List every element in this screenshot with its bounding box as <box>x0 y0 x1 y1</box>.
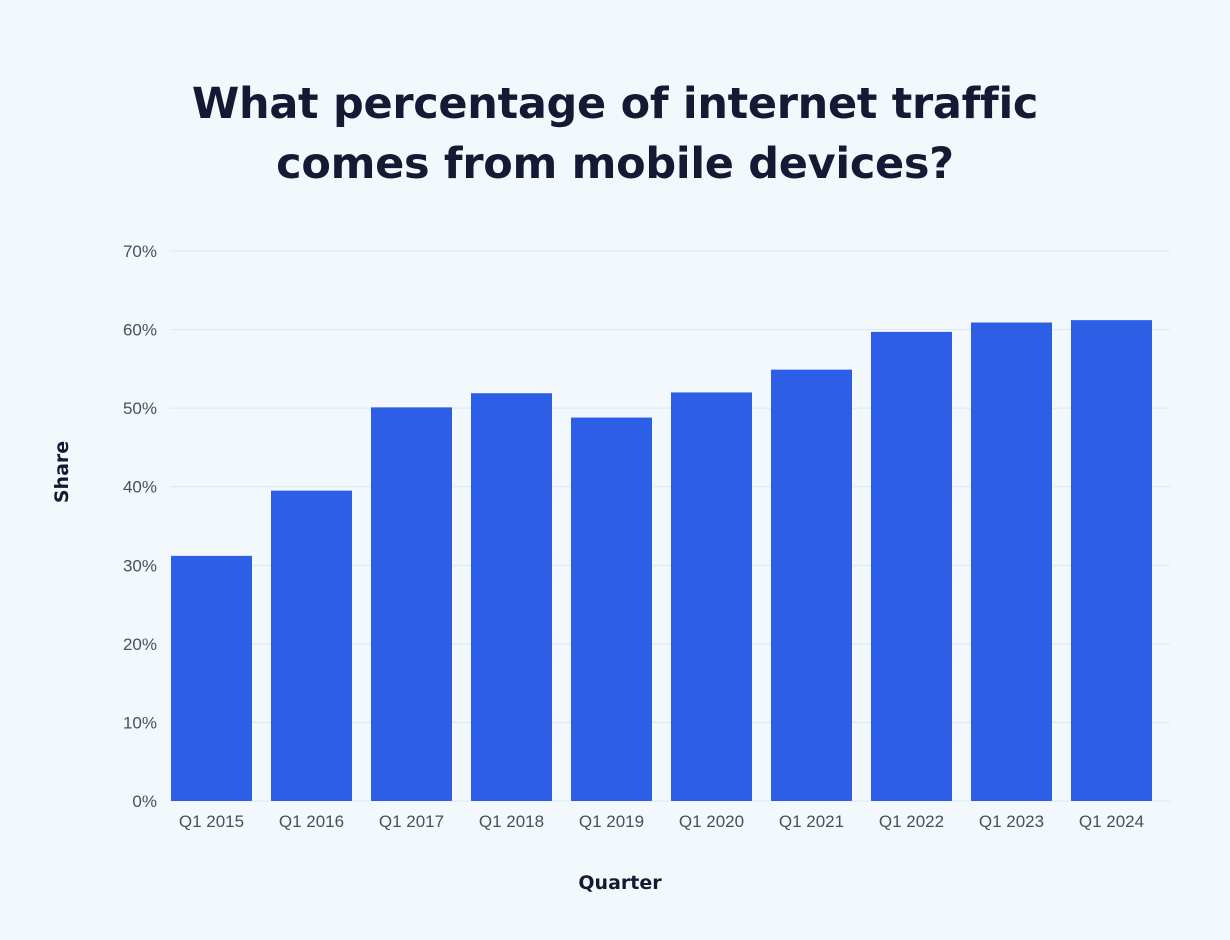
chart-title-line-1: What percentage of internet traffic <box>191 79 1039 129</box>
y-tick-label: 50% <box>123 399 157 418</box>
y-axis-ticks: 0% 10% 20% 30% 40% 50% 60% 70% <box>123 242 157 811</box>
x-tick-label: Q1 2020 <box>679 812 744 831</box>
x-axis-title: Quarter <box>578 872 662 894</box>
bar <box>1071 320 1152 801</box>
x-tick-label: Q1 2021 <box>779 812 844 831</box>
chart-title: What percentage of internet traffic come… <box>0 74 1230 194</box>
bars <box>171 320 1152 801</box>
y-tick-label: 60% <box>123 321 157 340</box>
y-tick-label: 40% <box>123 478 157 497</box>
x-tick-label: Q1 2022 <box>879 812 944 831</box>
bar <box>471 393 552 801</box>
y-tick-label: 70% <box>123 242 157 261</box>
bar <box>171 555 252 801</box>
y-tick-label: 10% <box>123 713 157 732</box>
x-tick-label: Q1 2024 <box>1079 812 1144 831</box>
bar <box>771 369 852 801</box>
x-tick-label: Q1 2015 <box>179 812 244 831</box>
x-tick-label: Q1 2023 <box>979 812 1044 831</box>
y-tick-label: 20% <box>123 635 157 654</box>
bar <box>971 322 1052 801</box>
x-tick-label: Q1 2016 <box>279 812 344 831</box>
x-tick-label: Q1 2019 <box>579 812 644 831</box>
chart-title-line-2: comes from mobile devices? <box>276 139 954 189</box>
bar <box>371 407 452 801</box>
bar <box>871 331 952 801</box>
y-tick-label: 0% <box>132 792 157 811</box>
x-axis-ticks: Q1 2015 Q1 2016 Q1 2017 Q1 2018 Q1 2019 Q1 20… <box>179 812 1144 831</box>
y-tick-label: 30% <box>123 556 157 575</box>
x-tick-label: Q1 2018 <box>479 812 544 831</box>
bar <box>571 417 652 801</box>
y-axis-title: Share <box>51 441 73 503</box>
x-tick-label: Q1 2017 <box>379 812 444 831</box>
bar <box>671 392 752 801</box>
bar <box>271 490 352 801</box>
